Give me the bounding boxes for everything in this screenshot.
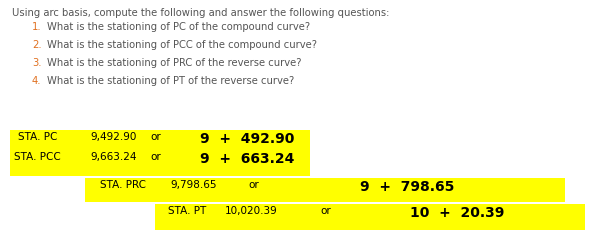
Text: 9  +  492.90: 9 + 492.90: [200, 132, 294, 146]
Text: STA. PT: STA. PT: [168, 206, 206, 216]
Text: What is the stationing of PRC of the reverse curve?: What is the stationing of PRC of the rev…: [47, 58, 301, 68]
Text: What is the stationing of PCC of the compound curve?: What is the stationing of PCC of the com…: [47, 40, 317, 50]
Text: 4.: 4.: [32, 76, 42, 86]
Text: 9,798.65: 9,798.65: [170, 180, 217, 190]
Text: 9,663.24: 9,663.24: [90, 152, 137, 162]
Text: 9,492.90: 9,492.90: [90, 132, 136, 142]
Text: STA. PC: STA. PC: [18, 132, 57, 142]
Text: 1.: 1.: [32, 22, 42, 32]
FancyBboxPatch shape: [10, 130, 310, 176]
Text: or: or: [248, 180, 259, 190]
Text: or: or: [150, 152, 161, 162]
Text: 2.: 2.: [32, 40, 42, 50]
Text: or: or: [150, 132, 161, 142]
Text: STA. PRC: STA. PRC: [100, 180, 146, 190]
Text: Using arc basis, compute the following and answer the following questions:: Using arc basis, compute the following a…: [12, 8, 389, 18]
Text: What is the stationing of PC of the compound curve?: What is the stationing of PC of the comp…: [47, 22, 310, 32]
FancyBboxPatch shape: [85, 178, 565, 202]
Text: or: or: [320, 206, 331, 216]
Text: 9  +  798.65: 9 + 798.65: [360, 180, 454, 194]
FancyBboxPatch shape: [155, 204, 585, 230]
Text: STA. PCC: STA. PCC: [14, 152, 61, 162]
Text: What is the stationing of PT of the reverse curve?: What is the stationing of PT of the reve…: [47, 76, 294, 86]
Text: 9  +  663.24: 9 + 663.24: [200, 152, 294, 166]
Text: 10,020.39: 10,020.39: [225, 206, 278, 216]
Text: 10  +  20.39: 10 + 20.39: [410, 206, 504, 220]
Text: 3.: 3.: [32, 58, 42, 68]
